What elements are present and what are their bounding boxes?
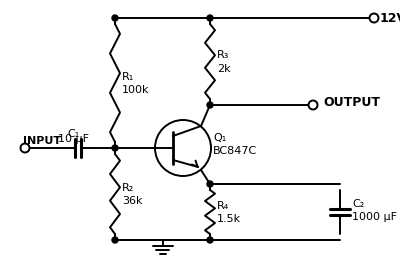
Text: R₃: R₃ [217, 51, 229, 61]
Text: 10 μF: 10 μF [58, 134, 90, 144]
Circle shape [207, 181, 213, 187]
Text: Q₁: Q₁ [213, 133, 226, 143]
Circle shape [370, 13, 378, 22]
Text: C₁: C₁ [68, 129, 80, 139]
Text: R₄: R₄ [217, 201, 229, 211]
Circle shape [112, 145, 118, 151]
Circle shape [207, 102, 213, 108]
Text: INPUT: INPUT [23, 136, 61, 146]
Circle shape [112, 15, 118, 21]
Circle shape [207, 237, 213, 243]
Text: R₂: R₂ [122, 183, 134, 193]
Text: 1000 μF: 1000 μF [352, 212, 397, 222]
Circle shape [308, 100, 318, 109]
Text: 2k: 2k [217, 64, 231, 73]
Text: BC847C: BC847C [213, 146, 257, 156]
Text: C₂: C₂ [352, 199, 364, 209]
Text: 12V: 12V [380, 11, 400, 25]
Text: 1.5k: 1.5k [217, 214, 241, 224]
Circle shape [207, 15, 213, 21]
Text: 36k: 36k [122, 196, 142, 206]
Circle shape [112, 237, 118, 243]
Text: OUTPUT: OUTPUT [323, 96, 380, 109]
Text: 100k: 100k [122, 85, 150, 95]
Circle shape [20, 144, 30, 153]
Text: R₁: R₁ [122, 72, 134, 82]
